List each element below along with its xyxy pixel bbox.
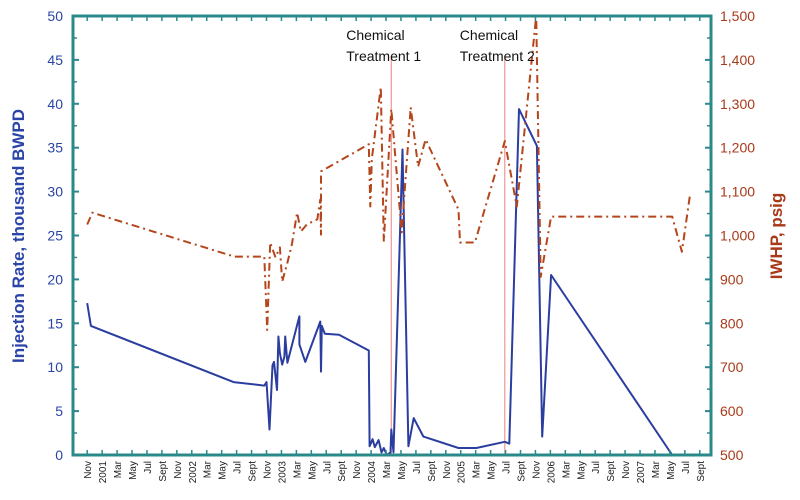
x-tick-label: 2006 [546, 461, 557, 484]
y-tick-label-right: 500 [720, 447, 744, 463]
injection-rate-line [86, 108, 691, 456]
x-tick-label: Jul [143, 461, 154, 474]
y-tick-label-left: 40 [47, 96, 63, 112]
x-tick-label: May [397, 461, 408, 480]
x-tick-label: May [666, 461, 677, 480]
x-tick-label: Jul [681, 461, 692, 474]
y-tick-label-right: 1,100 [720, 184, 755, 200]
x-tick-label: Mar [561, 460, 572, 478]
y-tick-label-left: 45 [47, 52, 63, 68]
x-tick-label: May [487, 461, 498, 480]
y-tick-label-right: 1,300 [720, 96, 755, 112]
x-tick-label: Sept [158, 461, 169, 482]
y-tick-label-left: 50 [47, 8, 63, 24]
y-tick-label-left: 30 [47, 184, 63, 200]
x-tick-label: 2007 [636, 461, 647, 484]
y-tick-label-left: 25 [47, 228, 63, 244]
y-axis-label-left: Injection Rate, thousand BWPD [9, 109, 28, 363]
y-tick-label-left: 15 [47, 315, 63, 331]
x-tick-label: Mar [292, 460, 303, 478]
x-tick-label: 2005 [457, 461, 468, 484]
x-tick-label: May [128, 461, 139, 480]
x-tick-label: May [307, 461, 318, 480]
y-tick-label-right: 1,000 [720, 228, 755, 244]
x-tick-label: Nov [352, 461, 363, 479]
y-tick-label-left: 10 [47, 359, 63, 375]
x-tick-label: 2001 [98, 461, 109, 484]
x-tick-label: Sept [516, 461, 527, 482]
y-tick-label-right: 600 [720, 403, 744, 419]
x-tick-label: 2002 [188, 461, 199, 484]
x-tick-label: Mar [382, 460, 393, 478]
x-tick-label: Jul [591, 461, 602, 474]
x-tick-label: Sept [427, 461, 438, 482]
treatment-label-line1: Chemical [346, 27, 404, 43]
treatment-label-line1: Chemical [460, 27, 518, 43]
x-tick-label: Jul [502, 461, 513, 474]
x-tick-label: Nov [531, 461, 542, 479]
y-tick-label-right: 1,400 [720, 52, 755, 68]
x-tick-label: Mar [472, 460, 483, 478]
x-tick-label: Sept [248, 461, 259, 482]
x-tick-label: Mar [203, 460, 214, 478]
y-axis-label-right: IWHP, psig [767, 193, 786, 280]
y-tick-label-right: 700 [720, 359, 744, 375]
x-tick-label: Nov [173, 461, 184, 479]
y-tick-label-right: 900 [720, 271, 744, 287]
y-tick-label-right: 1,500 [720, 8, 755, 24]
y-tick-label-left: 5 [55, 403, 63, 419]
x-tick-label: Jul [412, 461, 423, 474]
treatment-label-line2: Treatment 1 [346, 48, 421, 64]
y-tick-label-left: 0 [55, 447, 63, 463]
x-tick-label: Jul [322, 461, 333, 474]
x-tick-label: Jul [233, 461, 244, 474]
iwhp-line [86, 15, 692, 331]
y-tick-label-right: 800 [720, 315, 744, 331]
x-tick-label: Nov [83, 461, 94, 479]
x-tick-label: 2004 [367, 461, 378, 484]
x-tick-label: Sept [606, 461, 617, 482]
x-tick-label: Mar [651, 460, 662, 478]
y-tick-label-left: 20 [47, 271, 63, 287]
treatment-label-line2: Treatment 2 [460, 48, 535, 64]
x-tick-label: Nov [621, 461, 632, 479]
x-tick-label: Mar [113, 460, 124, 478]
x-tick-label: 2003 [277, 461, 288, 484]
y-tick-label-left: 35 [47, 140, 63, 156]
x-tick-label: Nov [442, 461, 453, 479]
x-tick-label: May [576, 461, 587, 480]
x-tick-label: Sept [337, 461, 348, 482]
x-tick-label: Sept [696, 461, 707, 482]
x-tick-label: Nov [262, 461, 273, 479]
y-tick-label-right: 1,200 [720, 140, 755, 156]
x-tick-label: May [218, 461, 229, 480]
